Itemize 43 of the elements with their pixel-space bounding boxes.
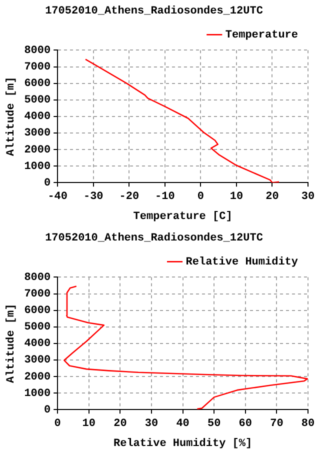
x-tick-label: 30 <box>144 418 158 430</box>
y-axis-title: Altitude [m] <box>5 76 18 156</box>
y-tick-label: 7000 <box>24 62 51 74</box>
y-tick-label: 4000 <box>24 111 51 124</box>
y-tick-label: 2000 <box>24 144 51 156</box>
y-tick-label: 3000 <box>24 128 51 140</box>
x-axis-title: Temperature [C] <box>133 211 232 224</box>
x-tick-label: 60 <box>238 418 252 430</box>
y-tick-label: 0 <box>44 404 51 416</box>
x-axis-title: Relative Humidity [%] <box>113 438 252 450</box>
y-tick-label: 0 <box>44 177 51 190</box>
legend-label: Temperature <box>225 29 298 42</box>
y-axis-title: Altitude [m] <box>5 304 18 384</box>
chart-title: 17052010_Athens_Radiosondes_12UTC <box>45 5 264 18</box>
y-tick-label: 8000 <box>24 44 51 57</box>
x-tick-label: 0 <box>54 418 61 430</box>
x-tick-label: -20 <box>119 190 140 203</box>
y-tick-label: 3000 <box>24 354 51 367</box>
y-tick-label: 7000 <box>24 288 51 301</box>
y-tick-label: 8000 <box>24 272 51 284</box>
x-tick-label: -10 <box>155 190 175 203</box>
x-tick-label: 20 <box>114 418 127 430</box>
chart-title: 17052010_Athens_Radiosondes_12UTC <box>45 232 264 244</box>
x-tick-label: 80 <box>301 418 315 430</box>
y-tick-label: 1000 <box>24 388 51 400</box>
y-tick-label: 2000 <box>24 371 51 384</box>
y-tick-label: 5000 <box>24 322 51 334</box>
y-tick-label: 6000 <box>24 305 51 318</box>
legend-label: Relative Humidity <box>186 256 298 268</box>
x-tick-label: -30 <box>83 190 104 203</box>
x-tick-label: 0 <box>197 190 204 203</box>
x-tick-label: 30 <box>301 190 315 203</box>
x-tick-label: 10 <box>82 418 96 430</box>
x-tick-label: 40 <box>176 418 190 430</box>
y-tick-label: 6000 <box>24 78 51 90</box>
x-tick-label: 10 <box>230 190 244 203</box>
y-tick-label: 5000 <box>24 94 51 107</box>
y-tick-label: 1000 <box>24 160 51 173</box>
x-tick-label: 20 <box>266 190 279 203</box>
x-tick-label: -40 <box>48 190 68 203</box>
y-tick-label: 4000 <box>24 338 51 350</box>
x-tick-label: 50 <box>208 418 221 430</box>
x-tick-label: 70 <box>270 418 284 430</box>
